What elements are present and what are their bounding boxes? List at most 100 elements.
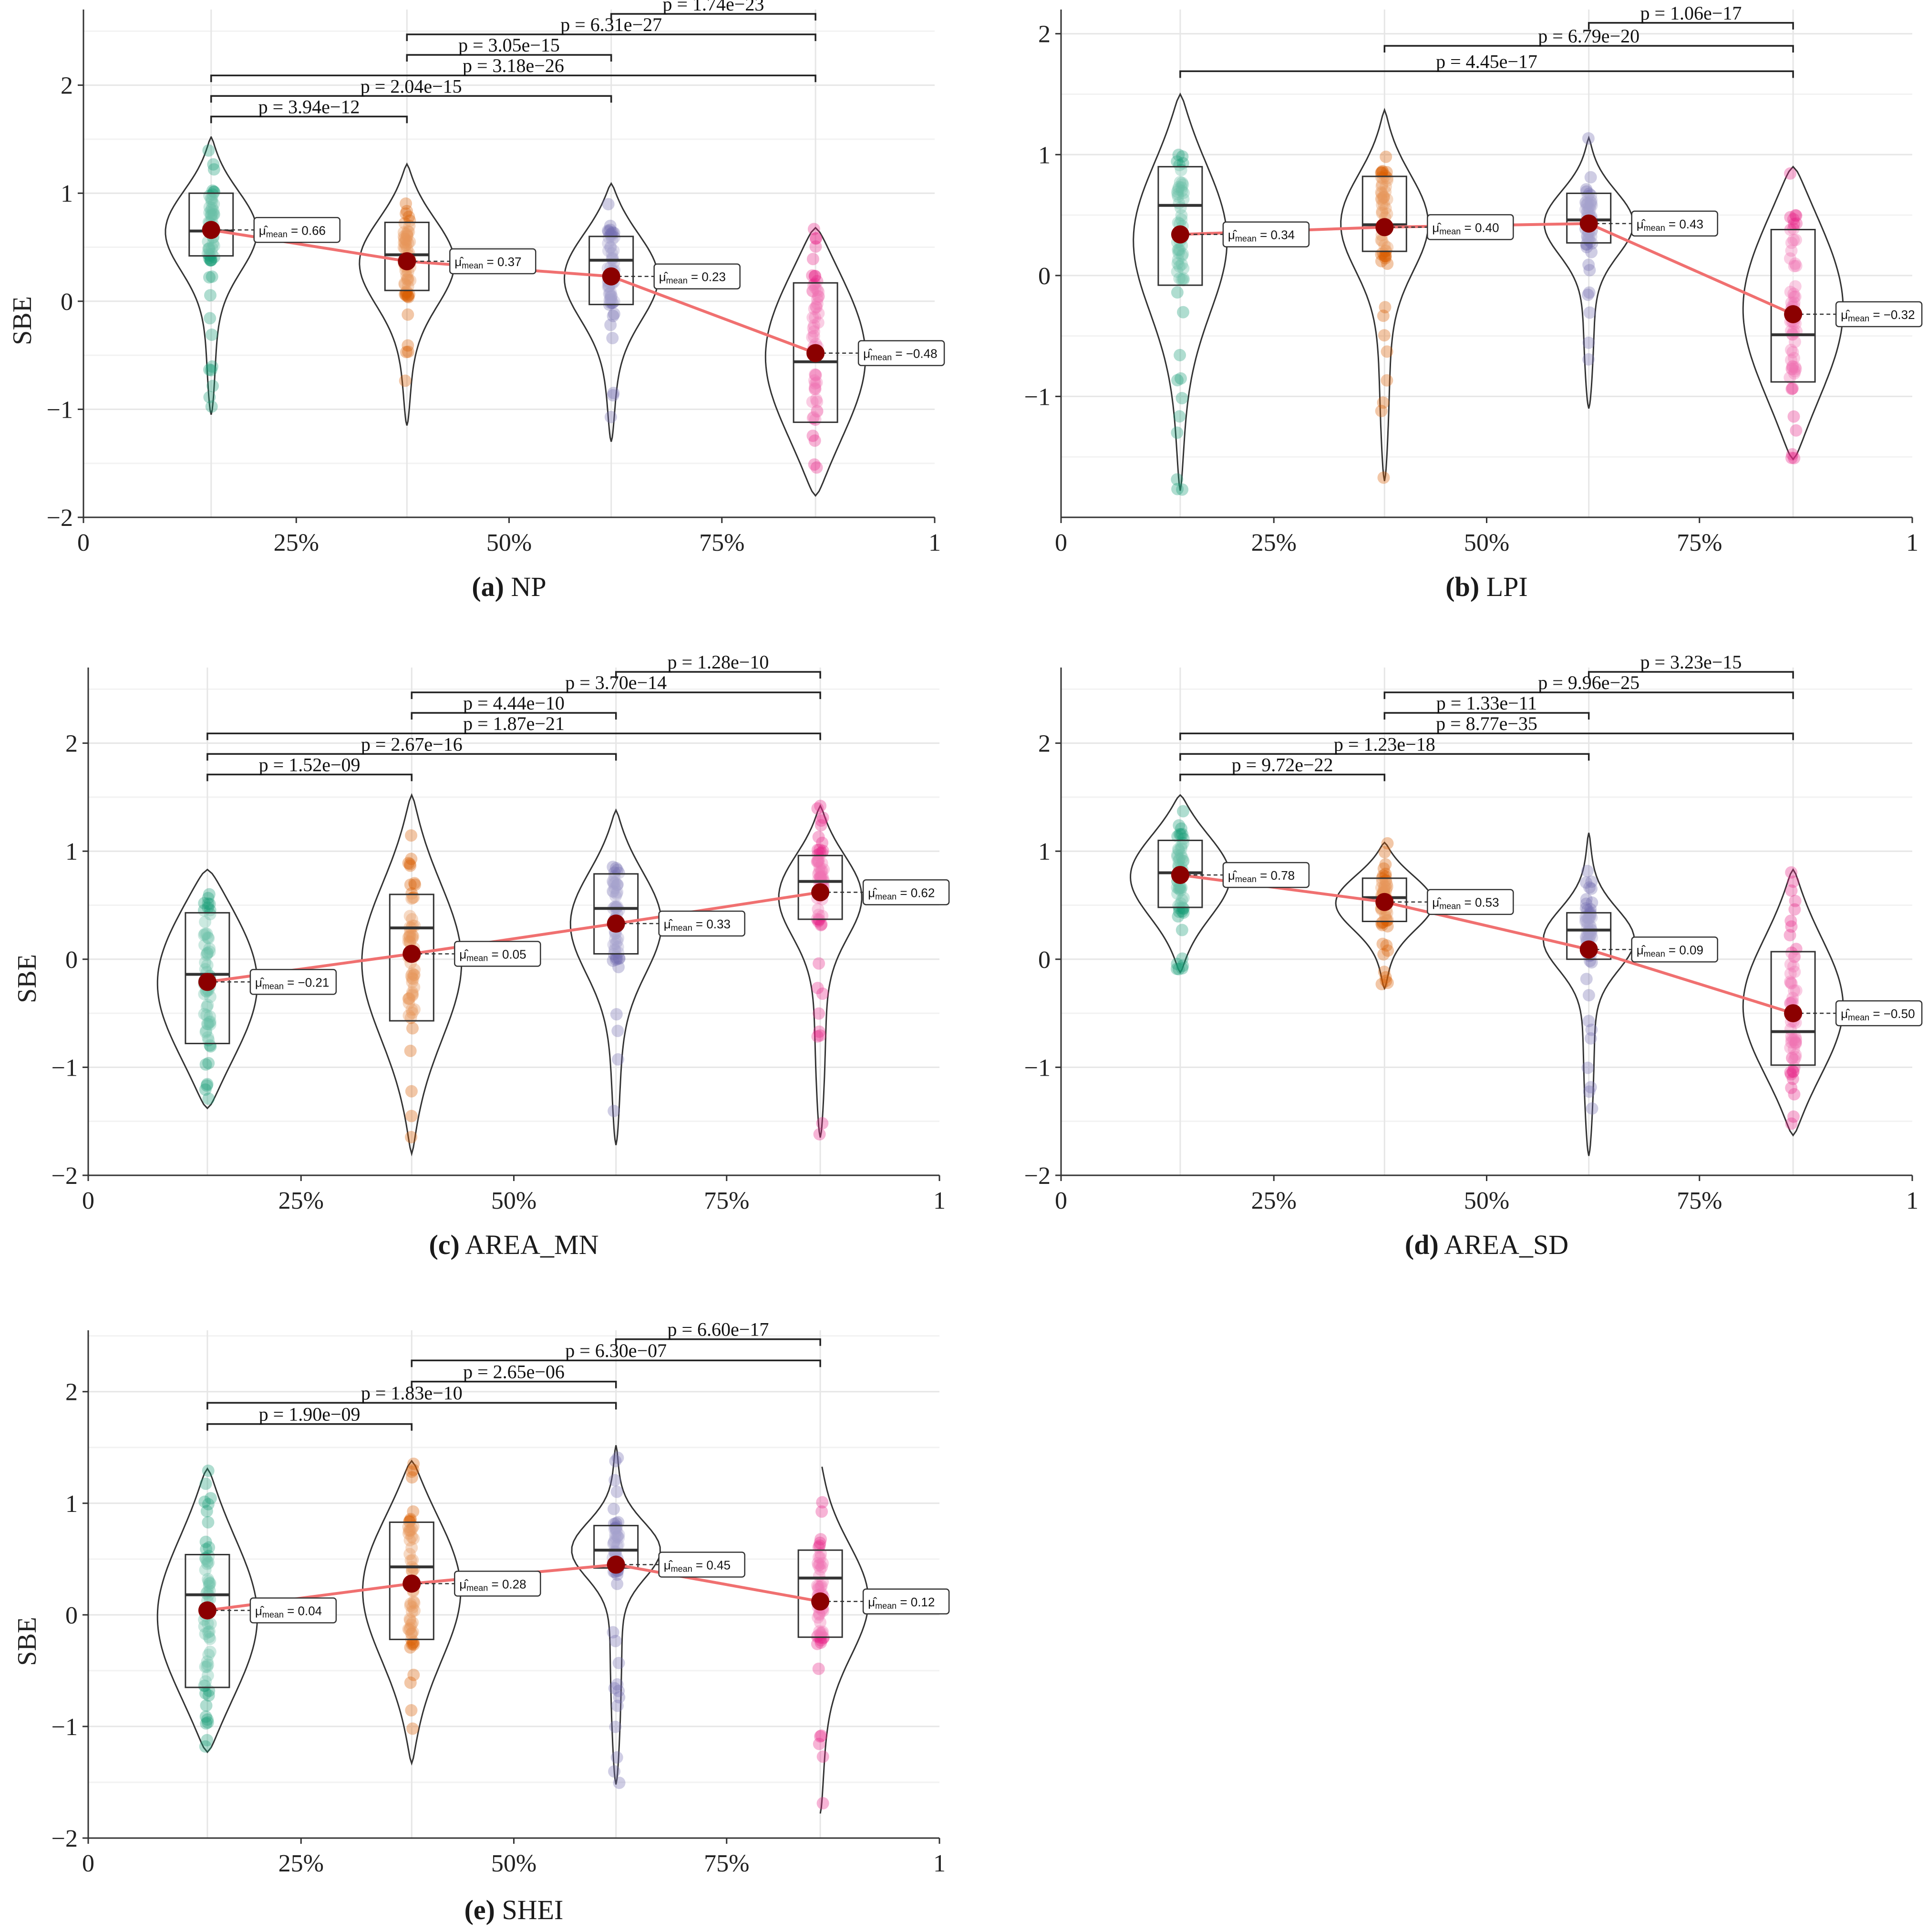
data-point: [814, 1551, 827, 1564]
data-point: [609, 1545, 622, 1558]
mean-label-box: [249, 1597, 337, 1624]
mean-point: [1375, 893, 1394, 911]
data-point: [1377, 471, 1390, 484]
data-point: [400, 238, 412, 251]
y-tick-label: 1: [1038, 838, 1051, 865]
data-point: [1380, 874, 1392, 887]
bracket-line: [615, 671, 821, 679]
data-point: [1583, 264, 1596, 277]
data-point: [1579, 911, 1592, 924]
data-point: [406, 1553, 419, 1566]
x-tick-label: 1: [1906, 1187, 1918, 1214]
data-point: [403, 930, 416, 943]
data-point: [816, 1496, 829, 1509]
data-point: [1787, 1033, 1800, 1046]
data-point: [1176, 483, 1189, 496]
box: [185, 1553, 230, 1688]
data-point: [606, 247, 619, 260]
data-point: [1581, 197, 1594, 210]
data-point: [608, 1474, 621, 1487]
data-point: [809, 377, 822, 390]
violin-outline: [778, 804, 863, 1138]
data-point: [813, 1625, 826, 1638]
caption-letter: (a): [472, 571, 504, 602]
mean-label-box: [454, 941, 541, 967]
data-point: [1784, 967, 1797, 980]
caption-letter: (c): [429, 1229, 459, 1260]
data-point: [610, 1520, 623, 1533]
mean-subscript: mean: [1235, 234, 1257, 244]
data-point: [810, 301, 823, 314]
mean-point: [198, 973, 217, 991]
data-point: [401, 290, 414, 303]
data-point: [613, 904, 625, 916]
mean-value: = 0.40: [1461, 220, 1499, 235]
data-point: [207, 197, 220, 210]
mean-label: μ̂mean = −0.21: [255, 975, 329, 991]
data-point: [1381, 193, 1393, 206]
y-tick-label: 1: [65, 1490, 78, 1518]
data-point: [1784, 343, 1797, 356]
data-point: [1171, 185, 1184, 198]
data-point: [1789, 1051, 1802, 1064]
data-point: [612, 932, 625, 945]
group-3: [569, 808, 662, 1145]
violin-outline: [764, 226, 866, 497]
data-point: [812, 290, 825, 303]
data-point: [208, 185, 220, 198]
data-point: [1379, 301, 1392, 314]
data-point: [609, 1634, 622, 1647]
mu-hat: μ̂: [659, 270, 669, 284]
data-point: [608, 943, 621, 956]
data-point: [1172, 247, 1185, 259]
mean-value: = 0.04: [284, 1604, 322, 1618]
significance-bracket: p = 3.18e−26: [210, 55, 816, 82]
data-point: [1788, 950, 1801, 963]
data-point: [602, 226, 615, 238]
mean-label-box: [1222, 862, 1310, 888]
group-4: [1742, 866, 1844, 1137]
mu-hat: μ̂: [1637, 217, 1646, 231]
x-tick-label: 1: [933, 1187, 946, 1214]
data-point: [816, 1750, 829, 1763]
data-point: [611, 878, 624, 891]
y-tick-label: 1: [61, 180, 73, 207]
mean-label: μ̂mean = 0.04: [255, 1604, 322, 1620]
mean-line-segment: [616, 891, 821, 925]
data-point: [1790, 984, 1803, 997]
data-point: [1789, 1048, 1802, 1061]
p-value-label: p = 3.18e−26: [463, 55, 564, 76]
y-tick-label: −1: [1024, 1054, 1051, 1081]
mean-label-box: [658, 910, 745, 937]
data-point: [608, 1536, 620, 1549]
data-point: [1787, 1043, 1800, 1056]
data-point: [1173, 260, 1186, 273]
x-tick-label: 50%: [1464, 529, 1509, 556]
data-point: [1177, 272, 1190, 285]
data-point: [402, 210, 415, 223]
data-point: [204, 1645, 217, 1658]
data-point: [1378, 329, 1391, 342]
x-tick-label: 75%: [704, 1187, 749, 1214]
mean-subscript: mean: [1644, 949, 1665, 958]
data-point: [1171, 155, 1184, 168]
mean-line-segment: [1588, 222, 1794, 316]
mu-hat: μ̂: [459, 1577, 469, 1591]
bracket-line: [1179, 732, 1794, 740]
data-point: [207, 163, 220, 176]
data-point: [404, 1599, 417, 1612]
data-point: [1381, 837, 1394, 850]
mean-subscript: mean: [1235, 874, 1257, 884]
bracket-line: [206, 773, 413, 781]
data-point: [1381, 241, 1394, 254]
data-point: [204, 254, 217, 267]
data-point: [405, 1627, 418, 1640]
data-point: [203, 391, 216, 403]
data-point: [201, 1655, 214, 1668]
data-point: [815, 1636, 827, 1649]
data-point: [201, 247, 214, 260]
y-tick-label: 0: [61, 288, 73, 316]
data-point: [1581, 930, 1594, 943]
group-2: [362, 1458, 462, 1766]
group-1: [165, 136, 258, 415]
